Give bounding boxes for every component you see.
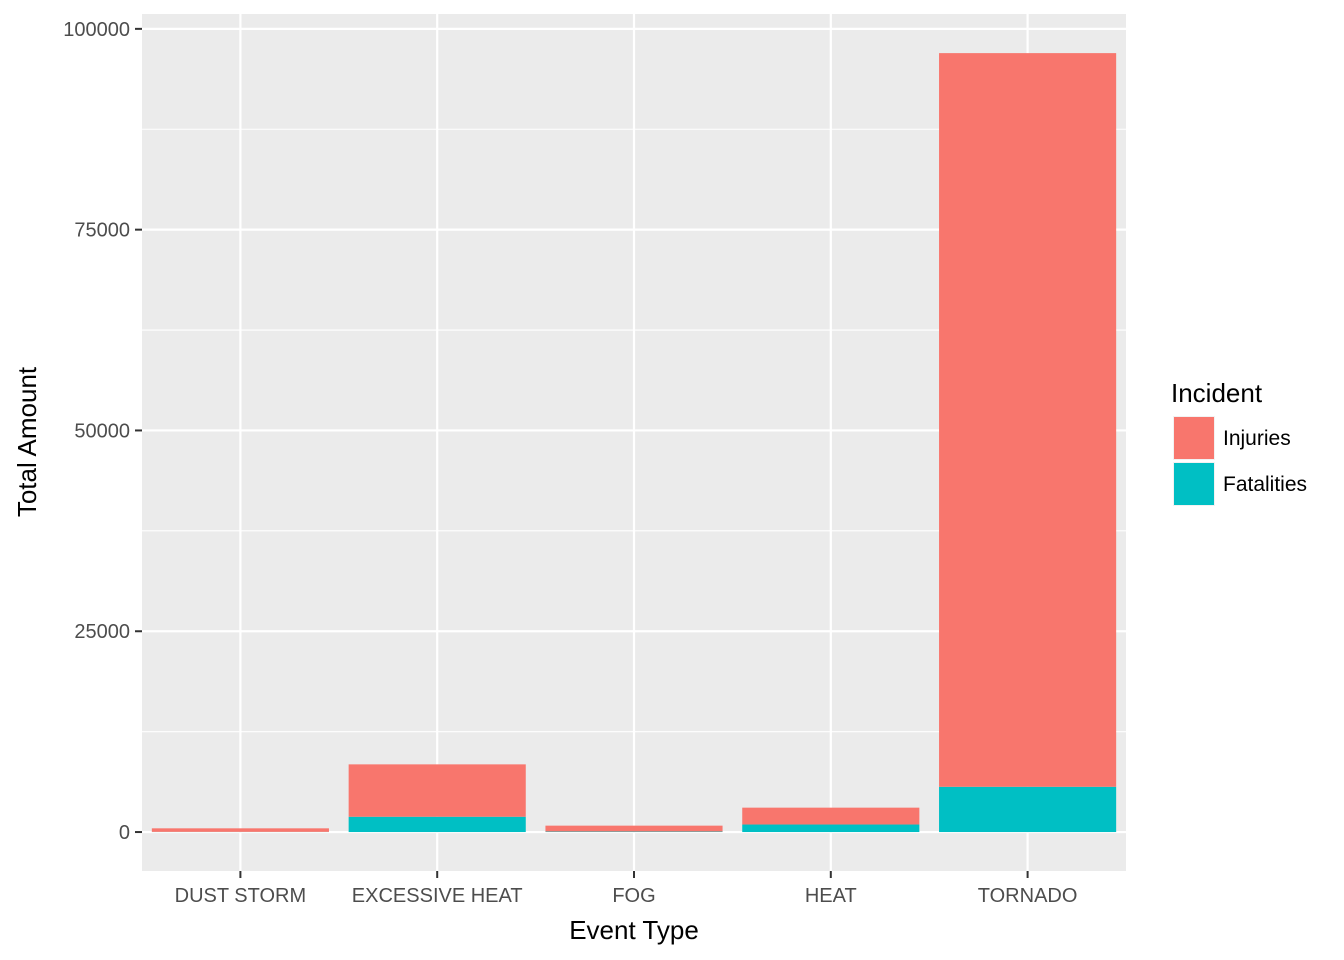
x-tick-label: DUST STORM [175, 885, 307, 907]
x-tick-label: EXCESSIVE HEAT [352, 885, 523, 907]
y-tick-label: 25000 [74, 621, 130, 643]
y-tick-label: 100000 [63, 19, 130, 41]
legend: Incident Injuries Fatalities [1171, 378, 1307, 506]
bar-injuries-fog [545, 825, 723, 832]
legend-key-injuries [1174, 417, 1214, 459]
legend-label-injuries: Injuries [1223, 427, 1291, 450]
legend-label-fatalities: Fatalities [1223, 473, 1307, 496]
x-tick-label: TORNADO [978, 885, 1078, 907]
y-axis-title: Total Amount [12, 366, 42, 517]
x-tick-label: HEAT [805, 885, 857, 907]
bar-injuries-excessive-heat [348, 764, 526, 817]
x-tick-label: FOG [612, 885, 655, 907]
bar-fatalities-tornado [939, 786, 1117, 833]
bar-fatalities-heat [742, 824, 920, 833]
legend-key-fatalities [1174, 463, 1214, 505]
bar-injuries-heat [742, 807, 920, 825]
bars [151, 53, 1117, 833]
y-axis-ticks: 0 25000 50000 75000 100000 [63, 19, 142, 844]
x-axis-title: Event Type [569, 915, 699, 945]
legend-title: Incident [1171, 378, 1263, 408]
y-tick-label: 50000 [74, 420, 130, 442]
bar-fatalities-excessive-heat [348, 816, 526, 833]
y-tick-label: 75000 [74, 220, 130, 242]
x-axis-ticks: DUST STORM EXCESSIVE HEAT FOG HEAT TORNADO [175, 871, 1078, 907]
bar-injuries-dust-storm [151, 828, 329, 832]
bar-injuries-tornado [939, 53, 1117, 787]
y-tick-label: 0 [119, 822, 130, 844]
